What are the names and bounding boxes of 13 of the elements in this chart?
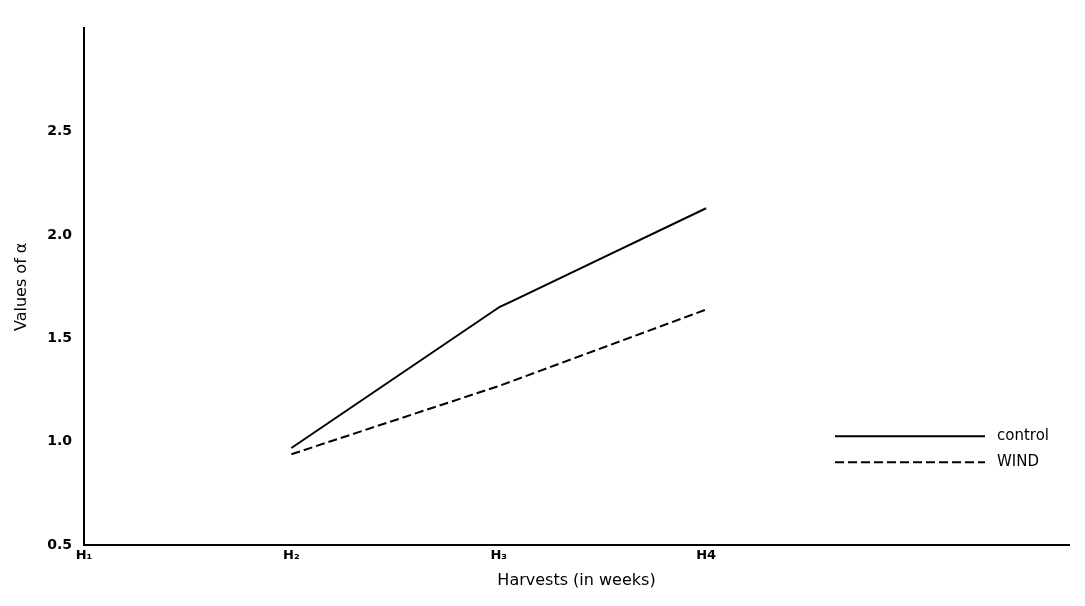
x-tick-label: H₁ <box>75 547 93 563</box>
text: WIND <box>997 452 1040 471</box>
y-tick-label: 2.5 <box>47 122 72 139</box>
x-tick-label: H₂ <box>283 547 300 563</box>
y-tick-label: 1.0 <box>47 432 73 449</box>
text: control <box>997 426 1050 445</box>
x-axis-title: Harvests (in weeks) <box>497 569 656 589</box>
y-axis-title: Values of α <box>10 242 30 332</box>
x-tick-label: H4 <box>696 547 717 563</box>
x-tick-label: H₃ <box>490 547 508 563</box>
y-tick-label: 2.0 <box>47 225 73 242</box>
y-tick-label: 1.5 <box>47 329 72 346</box>
y-tick-label: 0.5 <box>47 535 72 552</box>
